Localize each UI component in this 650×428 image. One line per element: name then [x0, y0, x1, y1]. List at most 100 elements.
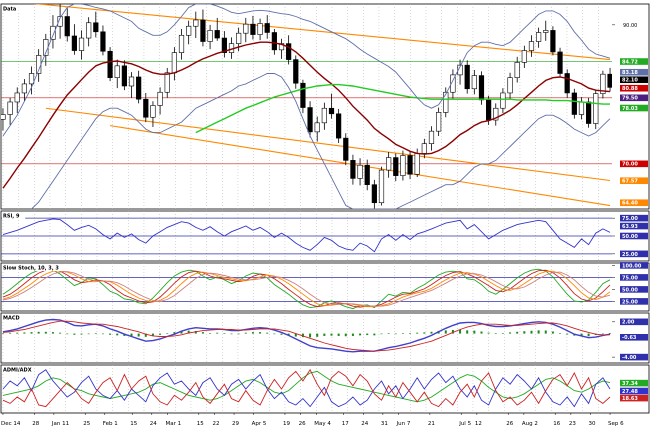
channel-line — [45, 107, 611, 182]
macd-histogram-bar — [59, 332, 62, 334]
x-axis-date-label: 12 — [475, 421, 482, 427]
macd-histogram-bar — [551, 331, 554, 334]
macd-histogram-bar — [587, 333, 590, 337]
macd-value-badge — [620, 333, 648, 341]
candle-body — [350, 160, 356, 179]
macd-histogram-bar — [416, 332, 419, 334]
candle-body — [21, 83, 27, 94]
macd-histogram-bar — [344, 333, 347, 337]
macd-histogram-bar — [501, 333, 504, 334]
stoch-value-badge-text: 100.00 — [622, 263, 642, 269]
candle-body — [443, 91, 449, 113]
macd-histogram-bar — [66, 333, 69, 335]
macd-histogram-bar — [1, 333, 4, 334]
price-ytick-label: 90.00 — [623, 23, 637, 29]
candle-body — [471, 75, 477, 90]
macd-value-badge — [620, 353, 648, 361]
stoch-title-bg — [2, 264, 70, 271]
macd-histogram-bar — [180, 331, 183, 334]
macd-histogram-bar — [280, 333, 283, 335]
candle-body — [171, 52, 177, 74]
rsi-value-badge — [620, 214, 648, 222]
candle-body — [364, 164, 370, 185]
candle-body — [593, 93, 599, 124]
candle-body — [100, 31, 106, 52]
candle-body — [507, 77, 513, 94]
x-axis-date-label: Feb 1 — [103, 421, 118, 427]
channel-line — [32, 4, 611, 61]
macd-histogram-bar — [230, 333, 233, 335]
macd-histogram-bar — [294, 333, 297, 337]
macd-histogram-bar — [37, 331, 40, 334]
price-value-badge — [620, 199, 648, 207]
x-axis-date-label: Jul 5 — [458, 421, 471, 427]
macd-histogram-bar — [323, 333, 326, 336]
candle-body — [393, 157, 399, 176]
macd-frame — [0, 312, 650, 364]
rsi-series-line — [2, 218, 611, 253]
candle-body — [64, 16, 70, 37]
candle-body — [186, 25, 192, 36]
candle-body — [600, 73, 606, 94]
candle-body — [214, 30, 220, 39]
macd-histogram-bar — [130, 333, 133, 337]
adx-value-badge-text: 37.34 — [622, 381, 638, 387]
x-axis-date-label: May 4 — [314, 421, 331, 427]
stoch-value-badge-text: 50.00 — [622, 287, 638, 293]
macd-histogram-bar — [173, 332, 176, 334]
macd-histogram-bar — [287, 333, 290, 336]
stoch-value-badge-text: 25.00 — [622, 299, 638, 305]
macd-histogram-bar — [480, 331, 483, 334]
price-value-badge — [620, 68, 648, 76]
macd-histogram-bar — [430, 331, 433, 334]
candle-body — [436, 112, 442, 132]
candle-body — [207, 30, 213, 42]
price-value-badge — [620, 104, 648, 112]
candle-body — [407, 155, 413, 175]
candle-body — [200, 19, 206, 42]
macd-plot-area — [1, 318, 612, 353]
candle-body — [521, 50, 527, 63]
macd-histogram-bar — [444, 330, 447, 334]
x-axis-date-label: Aug 2 — [522, 421, 538, 427]
macd-histogram-bar — [473, 330, 476, 334]
macd-histogram-bar — [273, 333, 276, 335]
candle-body — [78, 37, 85, 51]
candle-body — [550, 30, 556, 53]
candle-body — [121, 65, 127, 87]
candle-body — [421, 143, 427, 154]
candle-body — [50, 25, 56, 40]
candle-body — [450, 74, 456, 93]
macd-histogram-bar — [330, 333, 333, 336]
x-axis-date-label: 15 — [197, 421, 204, 427]
macd-histogram-bar — [609, 333, 612, 334]
x-axis-date-label: Jan 11 — [51, 421, 69, 427]
macd-histogram-bar — [301, 333, 304, 338]
price-value-badge-text: 70.00 — [622, 162, 638, 168]
macd-histogram-bar — [523, 331, 526, 334]
macd-histogram-bar — [223, 333, 226, 334]
candle-body — [7, 101, 13, 115]
macd-histogram-bar — [509, 332, 512, 334]
candle-body — [293, 59, 299, 84]
x-axis-date-label: 25 — [83, 421, 90, 427]
macd-histogram-bar — [9, 332, 12, 334]
candle-body — [157, 91, 163, 106]
x-axis-date-label: 26 — [299, 421, 306, 427]
macd-histogram-bar — [401, 333, 404, 334]
candle-body — [128, 76, 135, 87]
x-axis-date-label: 19 — [283, 421, 290, 427]
macd-histogram-bar — [251, 332, 254, 334]
candle-body — [71, 35, 77, 51]
macd-histogram-bar — [16, 332, 19, 334]
macd-histogram-bar — [201, 332, 204, 334]
adx-value-badge — [620, 379, 648, 387]
price-value-badge-text: 67.57 — [622, 179, 638, 185]
candle-body — [143, 98, 149, 118]
macd-title-bg — [2, 314, 19, 321]
stoch-panel: Slow Stoch, 10, 3, 3 100.00 75.00 50.00 25.0… — [0, 262, 650, 312]
x-axis-date-label: 30 — [588, 421, 595, 427]
candle-body — [28, 73, 35, 85]
candle-body — [428, 130, 435, 144]
macd-histogram-bar — [459, 329, 462, 334]
